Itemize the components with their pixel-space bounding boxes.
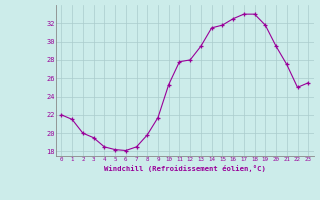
X-axis label: Windchill (Refroidissement éolien,°C): Windchill (Refroidissement éolien,°C) [104,165,266,172]
